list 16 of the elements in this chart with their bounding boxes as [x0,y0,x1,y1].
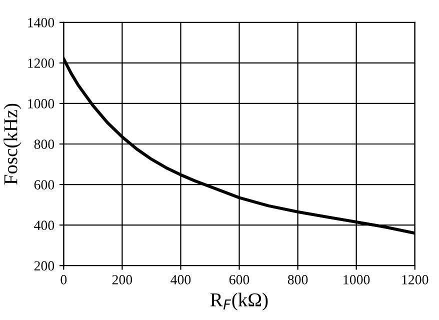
y-tick-label: 800 [34,140,54,149]
x-tick-label: 0 [60,275,67,284]
y-tick-label: 200 [34,261,54,271]
x-tick-label: 1000 [344,275,370,284]
y-tick-label: 1200 [28,58,54,68]
x-tick-label: 800 [288,275,308,284]
y-tick-label: 1000 [28,99,54,108]
x-tick-label: 200 [112,275,132,284]
y-tick-label: 1400 [28,18,54,28]
y-tick-label: 400 [34,220,54,230]
x-tick-label: 1200 [402,275,428,284]
x-tick-label: 400 [170,275,191,284]
y-tick-label: 600 [34,180,54,190]
x-axis-title: R$_{F}$(kΩ) [210,292,268,310]
x-tick-label: 600 [229,275,250,284]
y-axis-title: Fosc(kHz) [4,104,22,184]
